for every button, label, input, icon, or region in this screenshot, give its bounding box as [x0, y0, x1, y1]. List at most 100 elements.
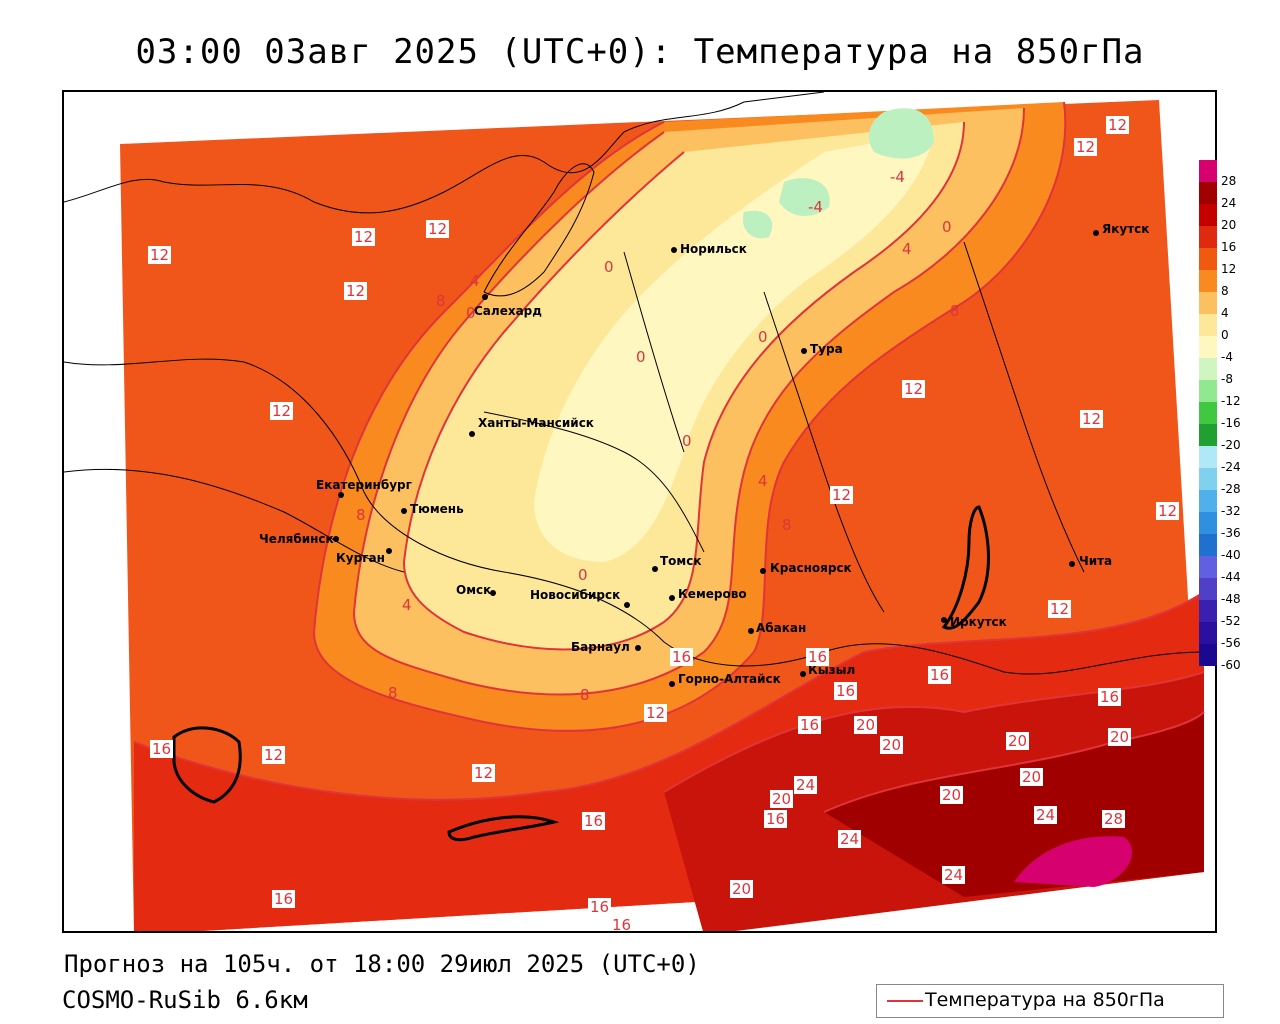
city-dot-khanty: [469, 431, 475, 437]
color-scale-segment: [1199, 336, 1217, 358]
color-scale-segment: [1199, 314, 1217, 336]
color-scale-label: -20: [1221, 438, 1241, 452]
color-scale-label: -52: [1221, 614, 1241, 628]
isoline-0: [403, 151, 685, 563]
border-1: [64, 358, 1205, 675]
contour-label: 8: [782, 516, 792, 534]
contour-label: 16: [588, 898, 612, 916]
city-label: Норильск: [680, 242, 747, 256]
color-scale: [1199, 160, 1217, 666]
contour-label: 12: [352, 228, 376, 246]
lake-balkhash: [447, 815, 560, 842]
contour-label: 24: [794, 776, 818, 794]
border-4: [963, 241, 1085, 573]
city-label: Горно-Алтайск: [678, 672, 781, 686]
city-label: Ханты-Мансийск: [478, 416, 594, 430]
contour-label: 16: [610, 916, 634, 933]
city-dot-chita: [1069, 561, 1075, 567]
contour-label: 8: [388, 684, 398, 702]
contour-label: 20: [730, 880, 754, 898]
contour-label: 12: [830, 486, 854, 504]
contour-label: 0: [682, 432, 692, 450]
contour-label: 12: [472, 764, 496, 782]
city-label: Тюмень: [410, 502, 464, 516]
isoline-4: [353, 131, 665, 613]
contour-label: 20: [770, 790, 794, 808]
city-label: Новосибирск: [530, 588, 621, 602]
contour-label: 12: [1048, 600, 1072, 618]
color-scale-segment: [1199, 248, 1217, 270]
border-6: [483, 411, 705, 553]
contour-label: 20: [854, 716, 878, 734]
legend-line: [887, 1000, 923, 1002]
contour-label: -4: [890, 168, 905, 186]
color-scale-label: 16: [1221, 240, 1237, 254]
contour-label: 20: [1006, 732, 1030, 750]
color-scale-label: -12: [1221, 394, 1241, 408]
color-scale-segment: [1199, 160, 1217, 182]
isoline-4b: [353, 107, 1025, 696]
border-3: [763, 291, 885, 613]
color-scale-label: -32: [1221, 504, 1241, 518]
color-scale-segment: [1199, 402, 1217, 424]
color-scale-segment: [1199, 270, 1217, 292]
color-scale-segment: [1199, 578, 1217, 600]
city-label: Томск: [660, 554, 702, 568]
contour-label: 8: [356, 506, 366, 524]
isoline-24: [823, 711, 1205, 813]
contour-label: 0: [758, 328, 768, 346]
contour-label: 28: [1102, 810, 1126, 828]
contour-label: 16: [582, 812, 606, 830]
border-2: [64, 468, 405, 573]
city-label: Чита: [1079, 554, 1113, 568]
isoline-20: [663, 671, 1205, 793]
zone-neg8b: [779, 178, 830, 217]
color-scale-label: -60: [1221, 658, 1241, 672]
city-label: Абакан: [756, 621, 807, 635]
city-label: Салехард: [474, 304, 542, 318]
legend-label: Температура на 850гПа: [925, 989, 1165, 1011]
city-label: Иркутск: [950, 615, 1007, 629]
color-scale-label: 28: [1221, 174, 1237, 188]
color-scale-segment: [1199, 556, 1217, 578]
city-dot-novosib: [624, 602, 630, 608]
city-dot-ekat: [338, 492, 344, 498]
isoline-16: [133, 591, 1205, 801]
city-label: Барнаул: [571, 640, 630, 654]
color-scale-label: 0: [1221, 328, 1229, 342]
city-label: Кызыл: [808, 663, 856, 677]
color-scale-label: 20: [1221, 218, 1237, 232]
city-dot-chelyabinsk: [333, 536, 339, 542]
color-scale-label: 12: [1221, 262, 1237, 276]
contour-label: 20: [1108, 728, 1132, 746]
color-scale-label: -8: [1221, 372, 1233, 386]
color-scale-label: 4: [1221, 306, 1229, 320]
contour-label: 16: [928, 666, 952, 684]
color-scale-label: 8: [1221, 284, 1229, 298]
color-scale-label: -40: [1221, 548, 1241, 562]
warm-zone-28: [1014, 836, 1133, 887]
contour-label: 16: [670, 648, 694, 666]
color-scale-segment: [1199, 468, 1217, 490]
city-dot-norilsk: [671, 247, 677, 253]
contour-label: 4: [758, 472, 768, 490]
color-scale-labels: 28 24 20 16 12 8 4 0 -4 -8 -12 -16 -20 -24 -28 -32 -36 -4…: [1221, 170, 1241, 676]
color-scale-segment: [1199, 204, 1217, 226]
border-5: [623, 251, 685, 453]
color-scale-label: -56: [1221, 636, 1241, 650]
lake-baikal: [941, 505, 990, 630]
city-label: Курган: [336, 551, 385, 565]
contour-label: 16: [834, 682, 858, 700]
color-scale-segment: [1199, 424, 1217, 446]
contour-label: 12: [426, 220, 450, 238]
contour-label: 24: [838, 830, 862, 848]
contour-label: 0: [604, 258, 614, 276]
city-dot-krasnoyarsk: [760, 568, 766, 574]
city-dot-kurgan: [386, 548, 392, 554]
color-scale-label: -36: [1221, 526, 1241, 540]
city-dot-tyumen: [401, 508, 407, 514]
color-scale-segment: [1199, 380, 1217, 402]
city-label: Тура: [810, 342, 843, 356]
contour-label: 12: [1156, 502, 1180, 520]
contour-label: 12: [344, 282, 368, 300]
